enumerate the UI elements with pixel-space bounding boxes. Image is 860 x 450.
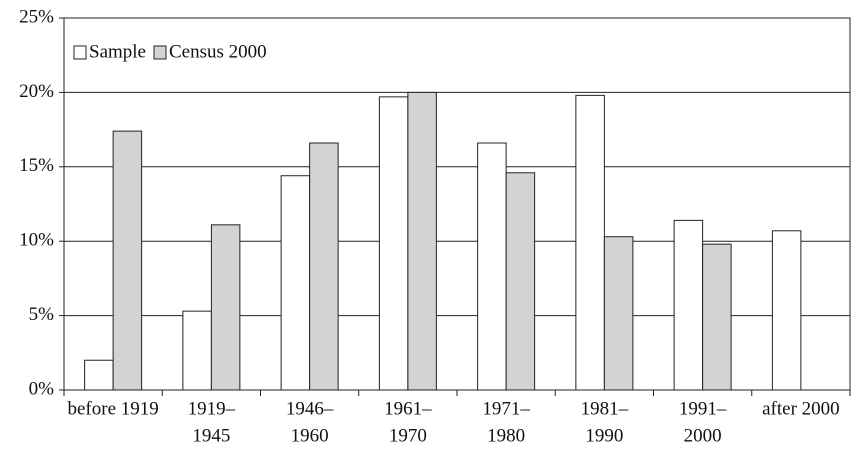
- x-tick-label: after 2000: [762, 398, 840, 419]
- y-tick-label: 0%: [29, 378, 55, 399]
- y-tick-label: 25%: [19, 6, 54, 27]
- x-tick-label: 1971–: [482, 398, 530, 419]
- x-tick-label: 1960: [291, 425, 329, 446]
- x-tick-label: 1945: [192, 425, 230, 446]
- plot-frame: [63, 17, 851, 391]
- bar: [84, 359, 114, 391]
- bar: [673, 219, 704, 391]
- bar: [280, 175, 311, 391]
- bar: [309, 142, 339, 391]
- legend-label: Sample: [89, 41, 146, 62]
- bar: [505, 172, 536, 391]
- y-tick-label: 20%: [19, 81, 54, 102]
- x-tick-label: 1961–: [384, 398, 432, 419]
- bar: [702, 243, 732, 391]
- y-tick-label: 10%: [19, 230, 54, 251]
- x-tick-label: before 1919: [67, 398, 158, 419]
- bar: [182, 310, 212, 391]
- x-tick-label: 2000: [684, 425, 722, 446]
- x-tick-label: 1980: [487, 425, 525, 446]
- x-tick-label: 1970: [389, 425, 427, 446]
- bar: [210, 224, 241, 391]
- legend-swatch: [73, 45, 87, 60]
- bar: [407, 91, 437, 391]
- x-tick-label: 1981–: [581, 398, 629, 419]
- x-tick-label: 1946–: [286, 398, 334, 419]
- legend-label: Census 2000: [169, 41, 267, 62]
- bar: [378, 96, 409, 391]
- bar: [575, 94, 605, 391]
- y-tick-label: 5%: [29, 304, 55, 325]
- x-tick-label: 1991–: [679, 398, 727, 419]
- x-tick-label: 1990: [585, 425, 623, 446]
- y-tick-label: 15%: [19, 155, 54, 176]
- bar: [112, 130, 143, 391]
- legend-swatch: [153, 45, 167, 60]
- bar: [603, 236, 634, 391]
- bar: [771, 230, 802, 391]
- bar: [477, 142, 507, 391]
- x-tick-label: 1919–: [188, 398, 236, 419]
